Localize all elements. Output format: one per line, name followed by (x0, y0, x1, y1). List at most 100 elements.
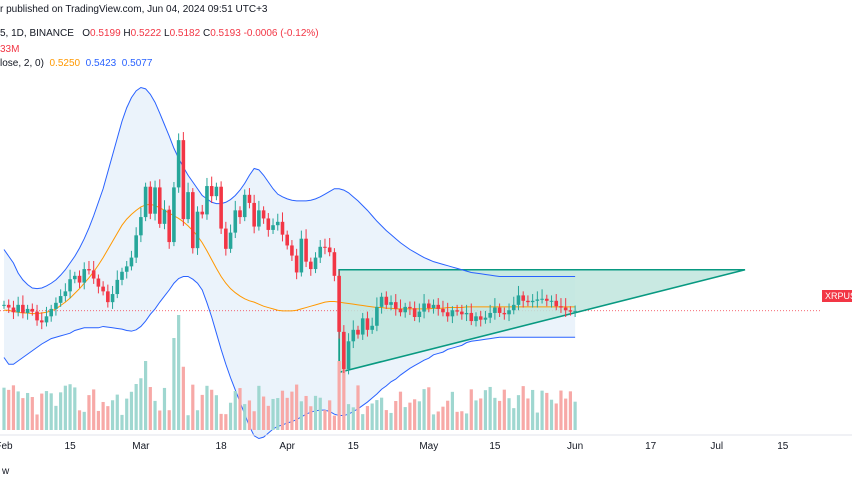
candle-body (91, 270, 96, 279)
change-value: -0.0006 (-0.12%) (243, 28, 319, 39)
volume-bar (450, 391, 454, 430)
volume-bar (474, 400, 478, 430)
volume-bar (195, 410, 200, 430)
candle-body (68, 279, 72, 292)
triangle-pattern (338, 268, 746, 374)
candle-body (153, 187, 157, 214)
candle-body (214, 186, 219, 197)
candle-body (304, 238, 308, 262)
candle-body (507, 310, 511, 315)
volume-bar (521, 386, 525, 430)
candle-body (35, 311, 39, 321)
volume-bar (21, 398, 25, 430)
candle-body (351, 329, 356, 342)
volume-bar (271, 398, 275, 430)
candle-body (375, 306, 379, 326)
volume-bar (493, 397, 497, 430)
candle-body (219, 186, 223, 229)
volume-bar (219, 413, 223, 430)
candle-body (460, 311, 464, 315)
bb-label: lose, 2, 0) (0, 58, 44, 69)
bb-lower-value: 0.5077 (121, 58, 153, 69)
candle-body (195, 211, 200, 249)
volume-bar (92, 389, 96, 430)
candle-body (224, 228, 228, 249)
volume-bar (441, 406, 445, 430)
volume-bar (129, 391, 134, 430)
candle-body (16, 304, 20, 313)
candle-body (469, 312, 474, 322)
candle-body (431, 304, 436, 309)
volume-bar (413, 399, 417, 430)
candle-body (25, 308, 30, 313)
volume-bar (54, 405, 58, 430)
volume-bar (7, 389, 11, 430)
volume-bar (30, 397, 34, 430)
volume-bar (554, 403, 558, 430)
bollinger-upper-line (3, 86, 576, 290)
candle-body (129, 257, 134, 267)
volume-bar (49, 393, 53, 430)
candle-body (568, 310, 573, 312)
volume-bar (483, 390, 488, 430)
candle-body (441, 308, 445, 313)
candle-body (493, 307, 497, 313)
candle-body (101, 286, 105, 292)
candle-body (530, 300, 535, 303)
candle-body (106, 291, 110, 303)
candle-body (11, 307, 16, 313)
candle-body (2, 304, 6, 306)
volume-bar (351, 407, 355, 430)
candle-body (393, 302, 398, 309)
volume-bar (573, 401, 577, 430)
volume-bar (507, 398, 511, 430)
candle-body (389, 302, 393, 305)
volume-bar (535, 412, 539, 430)
candle-body (58, 296, 63, 303)
volume-bar (365, 406, 370, 430)
volume-bar (502, 389, 506, 430)
volume-bar (455, 411, 459, 430)
volume-bar (2, 387, 6, 430)
candle-body (535, 299, 540, 301)
volume-bar (158, 410, 162, 430)
volume-bar (512, 408, 516, 430)
candle-body (162, 209, 167, 224)
volume-bar (26, 392, 30, 430)
candle-body (49, 308, 53, 317)
footer-label: w (2, 466, 10, 477)
volume-bar (252, 411, 256, 430)
candle-body (228, 232, 233, 249)
candle-body (242, 194, 247, 218)
candle-body (318, 246, 323, 258)
volume-bar (356, 385, 360, 430)
volume-bar (214, 395, 218, 430)
candle-body (365, 318, 370, 330)
volume-bar (318, 397, 322, 430)
candle-body (332, 252, 337, 276)
volume-bar (167, 410, 171, 430)
low-label: L (164, 28, 170, 39)
candle-body (54, 302, 58, 309)
candle-body (403, 306, 407, 313)
candle-body (573, 310, 577, 312)
volume-bar (460, 411, 464, 430)
volume-bar (516, 395, 521, 430)
volume-bar (276, 398, 280, 430)
candle-body (63, 291, 68, 297)
volume-bar (545, 392, 549, 430)
volume-bar (299, 401, 303, 430)
volume-bar (101, 401, 105, 430)
volume-bar (464, 413, 469, 430)
candle-body (124, 266, 129, 272)
candle-body (422, 303, 426, 312)
volume-bar (228, 402, 233, 430)
candle-body (554, 300, 559, 307)
x-tick-label: Mar (132, 441, 150, 452)
close-label: C (202, 28, 211, 39)
volume-bar (469, 389, 473, 430)
candle-body (148, 186, 153, 214)
bollinger-lower-line (3, 276, 576, 440)
